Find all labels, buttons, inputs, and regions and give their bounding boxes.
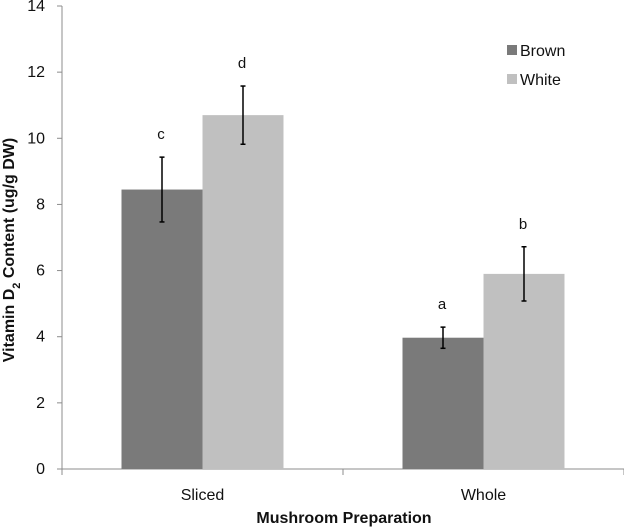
y-tick-label: 14 — [27, 0, 45, 15]
y-axis-title: Vitamin D2 Content (ug/g DW) — [1, 138, 23, 362]
legend-swatch-white — [507, 74, 517, 84]
bar-whole-brown — [402, 337, 484, 469]
bar-sliced-white — [202, 115, 284, 469]
y-tick-label: 10 — [27, 130, 45, 147]
error-bars-group — [159, 85, 527, 350]
bars-group — [121, 115, 565, 469]
legend-swatch-brown — [507, 45, 517, 55]
x-tick-label-whole: Whole — [461, 487, 506, 504]
y-tick-label: 2 — [36, 395, 45, 412]
significance-label-sliced-white: d — [238, 55, 246, 72]
y-tick-label: 4 — [36, 329, 45, 346]
significance-label-sliced-brown: c — [157, 126, 165, 143]
significance-label-whole-brown: a — [438, 296, 447, 313]
x-tick-label-sliced: Sliced — [181, 487, 225, 504]
bar-whole-white — [483, 273, 565, 469]
y-tick-label: 6 — [36, 263, 45, 280]
y-tick-label: 0 — [36, 461, 45, 478]
y-axis: 0 2 4 6 8 10 12 14 — [27, 0, 63, 478]
x-axis-title: Mushroom Preparation — [256, 510, 431, 527]
x-axis: Sliced Whole — [61, 468, 624, 504]
y-tick-label: 8 — [36, 196, 45, 213]
legend: Brown White — [507, 43, 565, 89]
significance-labels-group: c d a b — [157, 55, 527, 313]
bar-sliced-brown — [121, 189, 203, 469]
legend-label-white: White — [520, 72, 561, 89]
significance-label-whole-white: b — [519, 216, 527, 233]
y-tick-label: 12 — [27, 64, 45, 81]
legend-label-brown: Brown — [520, 43, 565, 60]
